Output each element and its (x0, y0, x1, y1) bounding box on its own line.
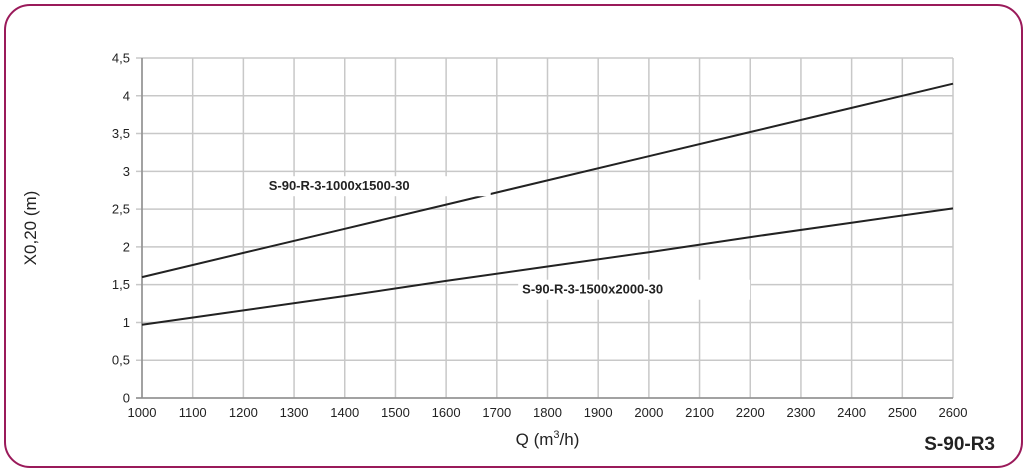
model-badge: S-90-R3 (924, 434, 995, 455)
y-tick-label: 3,5 (112, 126, 130, 141)
line-chart: 1000 1100 1200 1300 1400 1500 1600 1700 1800 1900… (21, 51, 968, 450)
x-tick-label: 2100 (685, 405, 714, 420)
x-axis-title: Q (m3/h) (516, 429, 580, 449)
y-tick-label: 4 (123, 88, 130, 103)
x-tick-label: 2600 (939, 405, 968, 420)
series-line-2 (141, 207, 954, 326)
x-tick-label: 1600 (432, 405, 461, 420)
x-tick-label: 1100 (179, 405, 207, 420)
x-tick-label: 1800 (533, 405, 562, 420)
y-tick-label: 1,5 (112, 277, 130, 292)
y-tick-label: 2 (123, 239, 130, 254)
x-tick-label: 2500 (888, 405, 917, 420)
series-label-bg (264, 176, 491, 197)
y-tick-label: 1 (123, 315, 130, 330)
y-tick-label: 2,5 (112, 202, 130, 217)
x-tick-label: 1900 (584, 405, 613, 420)
series-label-1: S-90-R-3-1000x1500-30 (269, 178, 410, 193)
vertical-gridlines (141, 58, 954, 398)
x-tick-label: 1700 (482, 405, 511, 420)
chart-frame: 1000 1100 1200 1300 1400 1500 1600 1700 1800 1900… (4, 4, 1023, 468)
y-tick-label: 3 (123, 164, 130, 179)
series-lines (141, 82, 954, 326)
x-tick-label: 1000 (128, 405, 157, 420)
series-labels: S-90-R-3-1000x1500-30 S-90-R-3-1500x2000-… (264, 176, 751, 300)
x-tick-label: 2000 (634, 405, 663, 420)
x-tick-label: 2400 (837, 405, 866, 420)
x-tick-label: 1300 (280, 405, 309, 420)
series-line-1 (141, 82, 954, 279)
y-tick-label: 0 (123, 391, 130, 406)
axes (136, 58, 953, 399)
y-tick-label: 0,5 (112, 353, 130, 368)
x-tick-label: 1400 (330, 405, 359, 420)
x-tick-label: 2200 (736, 405, 765, 420)
series-label-2: S-90-R-3-1500x2000-30 (522, 282, 663, 297)
series-label-bg (518, 279, 751, 300)
horizontal-gridlines (136, 57, 953, 399)
x-tick-labels: 1000 1100 1200 1300 1400 1500 1600 1700 1800 1900… (128, 405, 968, 420)
y-tick-labels: 0 0,5 1 1,5 2 2,5 3 3,5 4 4,5 (112, 51, 130, 406)
x-tick-label: 1500 (381, 405, 410, 420)
y-axis-title: X0,20 (m) (21, 191, 40, 266)
y-tick-label: 4,5 (112, 51, 130, 66)
x-tick-label: 2300 (786, 405, 815, 420)
x-tick-label: 1200 (229, 405, 258, 420)
